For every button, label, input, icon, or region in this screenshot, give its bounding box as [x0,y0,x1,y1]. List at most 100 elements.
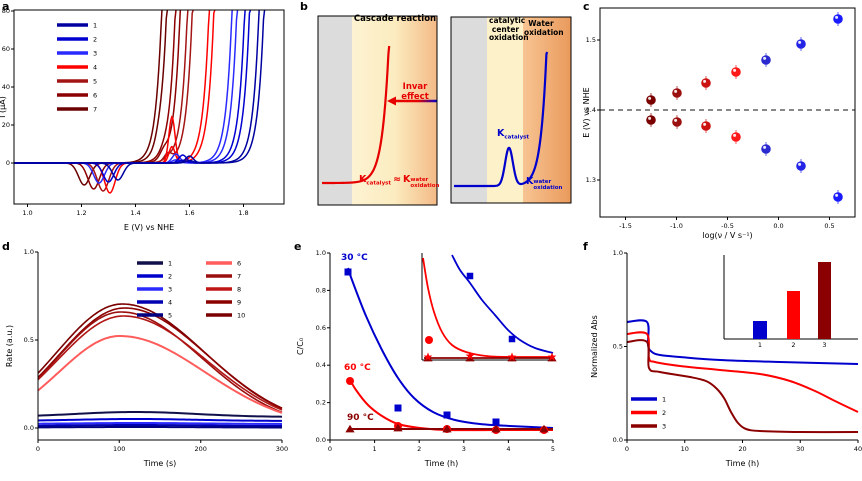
label-60C: 60 °C [344,363,371,373]
c-point-highlight [798,40,802,44]
e-inset-red [422,257,553,358]
a-ytick-label: 20 [2,121,10,129]
panel-f-letter: f [583,240,588,253]
e-ytick-label: 1.0 [316,249,326,257]
e-ytick-label: 0.2 [316,399,326,407]
c-point-lower-0 [646,115,656,125]
a-xtick-label: 1.8 [238,209,248,217]
invar-arrow-head [387,96,396,106]
panel-b [317,15,572,206]
e-circle-marker [346,377,354,385]
cascade-curve [322,45,391,185]
k-equation: Kcatalyst ≈ Kwater oxidation [359,174,439,190]
cv-curve-7 [14,9,169,164]
c-xlabel: log(ν / V s⁻¹) [702,231,752,240]
k-water-symbol: K [403,174,411,185]
f-bar-label-3: 3 [822,341,826,349]
f-xtick-label: 40 [854,445,862,453]
c-frame [599,7,856,218]
d-xtick-label: 0 [36,445,40,453]
c-xtick-label: 0.5 [824,222,834,230]
cv-curve-1 [14,9,260,181]
e-inset-star-marker [547,352,557,361]
c-xtick-label: -1.0 [670,222,683,230]
f-ytick-label: 0.0 [613,436,623,444]
f-bar-2 [787,291,800,339]
d-xtick-label: 200 [195,445,207,453]
f-bar-1 [753,321,767,339]
d-legend-label-7: 7 [237,273,241,281]
c-point-upper-0 [646,95,656,105]
c-point-lower-3 [731,132,741,142]
cv-curve-2 [14,9,252,164]
c-point-highlight [703,122,707,126]
a-ytick-label: 60 [2,45,10,53]
e-triangle-marker [539,424,549,433]
c-point-highlight [674,89,678,93]
a-ytick-label: 80 [2,7,10,15]
c-point-highlight [648,96,652,100]
k-catalyst-symbol: K [359,174,367,185]
label-30C: 30 °C [341,253,368,263]
zone-cream [487,17,523,203]
e-xtick-label: 3 [462,445,466,453]
f-legend-label-1: 1 [662,396,666,404]
c-point-highlight [835,15,839,19]
c-point-highlight [763,56,767,60]
d-bell-6 [37,334,283,414]
left-schematic-border [317,15,438,206]
f-ylabel: Normalized Abs [590,315,599,378]
f-legend-label-2: 2 [662,409,666,417]
k-catalyst-subscript: catalyst [366,180,392,187]
invar-effect-label: Invar effect [401,82,429,102]
k-symbol: K [497,128,505,139]
f-bar-label-2: 2 [791,341,795,349]
c-point-lower-6 [833,192,843,202]
f-xlabel: Time (h) [725,459,759,468]
k-symbol: K [526,176,534,187]
cv-curve-5 [14,9,194,164]
zone-gray [318,16,352,205]
f-curve-1 [626,319,859,365]
c-point-highlight [798,162,802,166]
cv-curve-1 [14,9,266,164]
right-schematic-border [450,16,572,204]
f-bar-label-1: 1 [758,341,762,349]
e-xtick-label: 4 [506,445,510,453]
d-bell-7 [37,315,283,411]
cv-curve-2 [14,9,246,183]
approx-symbol: ≈ [393,174,402,185]
c-xtick-label: -1.5 [619,222,632,230]
e-curve-30C [347,267,554,429]
d-bell-9 [37,307,283,409]
f-bar-3 [818,262,831,339]
k-sub: water oxidation [533,179,563,191]
c-point-highlight [648,116,652,120]
c-point-upper-3 [731,67,741,77]
cv-curve-3 [14,9,239,164]
a-xtick-label: 1.4 [130,209,140,217]
f-xtick-label: 30 [796,445,804,453]
cv-curve-4 [14,9,216,164]
c-point-highlight [835,193,839,197]
zone-cream [352,16,437,205]
a-legend-label-1: 1 [93,22,97,30]
e-inset-star-marker [507,352,517,361]
panel-b-letter: b [300,0,308,13]
panel-c: -1.5 -1.0 -0.5 0.0 0.5 1.3 1.4 1.5 log(ν / V s⁻¹… [582,7,856,240]
d-xlabel: Time (s) [143,459,177,468]
d-ytick-label: 1.0 [24,248,34,256]
zone-orange [523,17,571,203]
c-point-highlight [763,145,767,149]
e-square-marker [443,411,451,419]
panel-a-letter: a [2,0,10,13]
k-water-annotation: Kwater oxidation [526,176,563,192]
a-legend-label-5: 5 [93,78,97,86]
panel-a: 1 2 3 4 5 6 7 1.0 1.2 1.4 1.6 1.8 0 20 40 60 80 E (V) vs … [0,7,285,232]
d-legend-label-8: 8 [237,286,241,294]
f-curve-3 [626,339,859,434]
a-ytick-label: 0 [6,159,10,167]
e-inset-circle-marker [425,336,433,344]
